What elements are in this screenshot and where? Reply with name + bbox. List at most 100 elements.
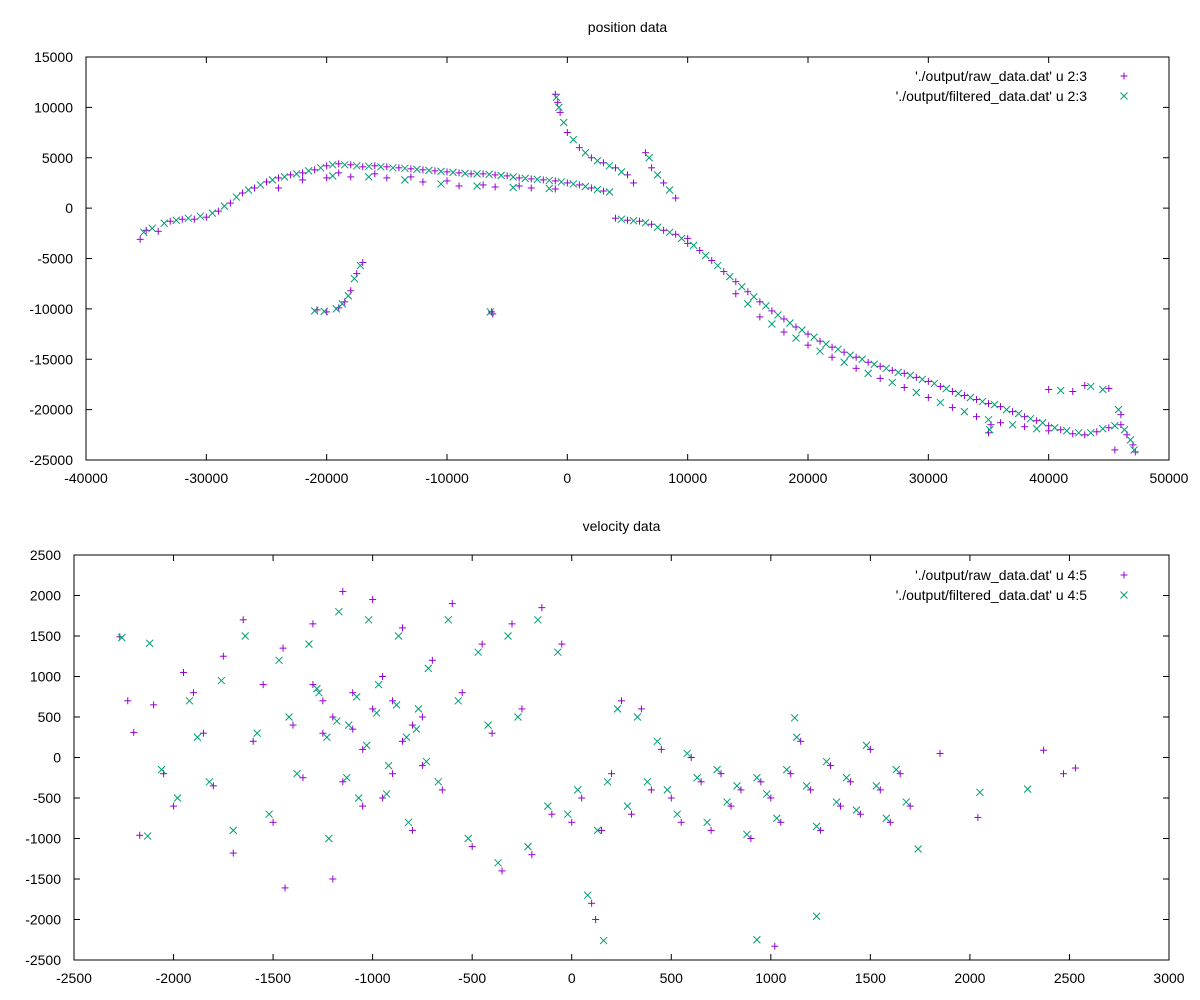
data-point: [876, 786, 884, 794]
data-point: [756, 298, 764, 306]
data-point: [293, 769, 301, 778]
data-point: [527, 184, 535, 192]
data-point: [556, 108, 564, 116]
data-point: [912, 373, 920, 381]
data-point: [790, 713, 799, 722]
x-tick-label: 0: [563, 470, 571, 486]
y-tick-label: -5000: [37, 251, 73, 267]
data-point: [834, 345, 842, 354]
x-tick-label: 3000: [1153, 970, 1184, 986]
data-point: [324, 834, 333, 843]
data-point: [647, 786, 655, 794]
data-point: [906, 802, 914, 810]
y-tick-label: 1000: [30, 669, 61, 685]
data-point: [372, 709, 381, 717]
data-point: [984, 415, 993, 424]
data-point: [479, 170, 487, 178]
data-point: [1033, 417, 1041, 425]
data-point: [269, 818, 277, 826]
data-point: [444, 615, 453, 624]
data-point: [399, 737, 406, 745]
data-point: [414, 705, 423, 713]
data-point: [657, 745, 665, 753]
data-point: [304, 166, 313, 175]
data-point: [322, 733, 331, 742]
data-point: [643, 777, 652, 786]
data-point: [563, 810, 572, 819]
data-point: [684, 234, 692, 242]
data-point: [822, 757, 831, 766]
y-tick-label: -2000: [25, 912, 61, 928]
data-point: [309, 620, 317, 628]
data-point: [1069, 387, 1077, 395]
data-point: [888, 378, 897, 387]
data-point: [275, 174, 283, 182]
data-point: [539, 176, 547, 184]
data-point: [882, 364, 891, 373]
data-point: [673, 810, 682, 819]
data-point: [422, 757, 431, 766]
data-point: [743, 299, 752, 308]
data-point: [912, 388, 921, 397]
data-point: [485, 170, 493, 179]
data-point: [344, 291, 353, 300]
legend-label: './output/raw_data.dat' u 4:5: [915, 567, 1087, 583]
data-point: [407, 165, 415, 173]
data-point: [412, 725, 421, 734]
data-point: [285, 713, 293, 721]
data-point: [727, 802, 735, 810]
data-point: [797, 737, 805, 745]
data-point: [816, 347, 824, 356]
data-point: [389, 697, 397, 705]
data-point: [1120, 425, 1129, 434]
data-point: [1026, 414, 1035, 423]
data-point: [543, 802, 552, 810]
y-tick-label: -500: [33, 790, 61, 806]
data-point: [603, 777, 612, 786]
data-point: [972, 413, 980, 421]
x-tick-label: -2000: [156, 970, 192, 986]
y-tick-label: 1500: [30, 628, 61, 644]
data-point: [364, 173, 373, 181]
data-point: [708, 257, 716, 265]
data-point: [328, 160, 337, 169]
data-point: [786, 319, 794, 327]
data-point: [563, 129, 571, 137]
data-point: [172, 216, 181, 225]
data-point: [256, 181, 265, 189]
data-point: [1009, 408, 1017, 416]
data-point: [310, 307, 319, 315]
x-tick-label: -30000: [185, 470, 229, 486]
data-point: [448, 600, 456, 608]
data-point: [528, 851, 536, 859]
data-point: [1130, 446, 1138, 454]
data-point: [349, 689, 357, 697]
x-tick-label: 20000: [789, 470, 828, 486]
data-point: [866, 745, 874, 753]
data-point: [313, 306, 321, 314]
data-point: [383, 163, 391, 171]
y-tick-label: 500: [38, 709, 62, 725]
data-point: [948, 404, 956, 412]
data-point: [633, 713, 642, 721]
data-point: [299, 774, 307, 782]
data-point: [985, 425, 994, 434]
data-point: [862, 741, 871, 750]
data-point: [280, 173, 289, 181]
x-tick-label: 0: [568, 970, 576, 986]
y-tick-label: 2000: [30, 588, 61, 604]
data-point: [697, 778, 705, 786]
data-point: [568, 818, 576, 826]
data-point: [521, 174, 530, 183]
data-point: [630, 179, 638, 187]
data-point: [703, 818, 711, 827]
data-point: [515, 174, 523, 182]
legend-marker: [1120, 72, 1128, 80]
data-point: [608, 770, 616, 778]
data-point: [876, 362, 884, 370]
data-point: [454, 696, 463, 705]
data-point: [605, 188, 614, 196]
data-point: [613, 705, 622, 713]
data-point: [438, 786, 446, 794]
